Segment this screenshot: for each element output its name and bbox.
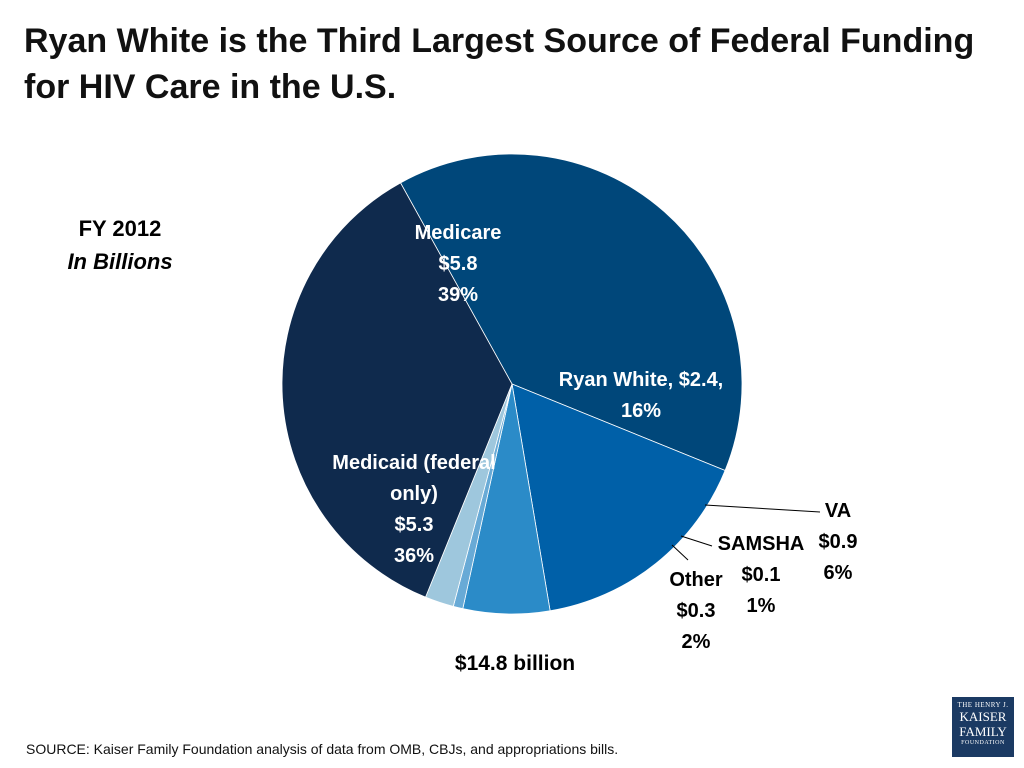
data-label-samsha: SAMSHA $0.1 1%	[718, 533, 805, 617]
data-label-medicaid-federal-only: Medicaid (federal only) $5.3 36%	[332, 452, 495, 567]
pie-slice-medicaid-federal-only	[281, 182, 513, 598]
leader-line-samsha	[680, 535, 713, 547]
kaiser-family-foundation-logo: THE HENRY J. KAISER FAMILY FOUNDATION	[952, 697, 1014, 757]
unit-label: In Billions	[67, 249, 173, 274]
data-label-other: Other $0.3 2%	[669, 569, 723, 653]
chart-title: Ryan White is the Third Largest Source o…	[24, 22, 975, 106]
leader-line-other	[671, 544, 689, 561]
data-label-ryan-white: Ryan White, $2.4, 16%	[559, 369, 724, 422]
fiscal-year-label: FY 2012	[78, 216, 162, 241]
pie-slice-medicare	[399, 153, 743, 471]
chart-subtitle: FY 2012 In Billions	[40, 212, 200, 278]
data-label-medicare: Medicare $5.8 39%	[415, 222, 502, 306]
data-label-va: VA $0.9 6%	[819, 500, 858, 584]
source-note: SOURCE: Kaiser Family Foundation analysi…	[26, 741, 619, 757]
leader-line-va	[704, 504, 821, 513]
pie-slice-ryan-white	[511, 383, 726, 612]
total-label: $14.8 billion	[454, 652, 576, 675]
